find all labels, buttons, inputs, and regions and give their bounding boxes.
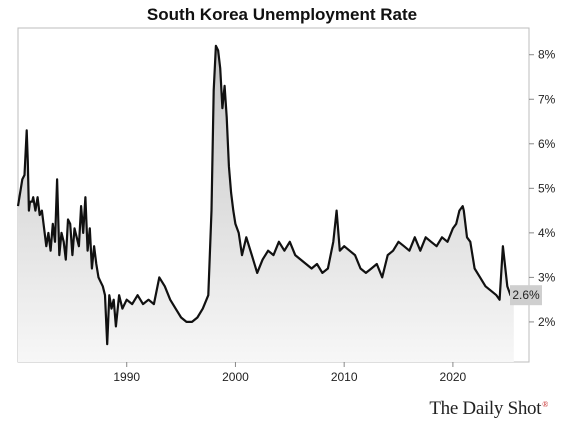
brand-credit: The Daily Shot®	[429, 398, 548, 420]
last-value-badge	[510, 285, 542, 306]
y-tick-label: 2%	[538, 315, 556, 329]
y-tick-label: 4%	[538, 226, 556, 240]
y-tick-label: 5%	[538, 181, 556, 195]
y-tick-label: 7%	[538, 92, 556, 106]
x-tick-label: 2010	[331, 370, 358, 384]
x-tick-label: 1990	[113, 370, 140, 384]
y-tick-label: 3%	[538, 270, 556, 284]
y-tick-label: 8%	[538, 48, 556, 62]
x-tick-label: 2000	[222, 370, 249, 384]
chart-title: South Korea Unemployment Rate	[146, 5, 418, 24]
series-line	[16, 44, 514, 346]
last-value-label: 2.6%	[512, 288, 540, 302]
brand-name: The Daily Shot	[429, 398, 542, 419]
registered-mark: ®	[542, 399, 548, 409]
series-area-fill	[18, 45, 514, 363]
y-tick-label: 6%	[538, 137, 556, 151]
x-tick-label: 2020	[440, 370, 467, 384]
